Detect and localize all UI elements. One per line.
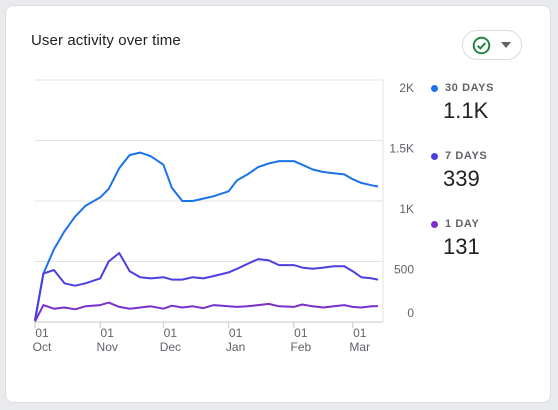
- x-tick-month: Nov: [97, 340, 118, 354]
- metric-value-7-days: 339: [443, 166, 480, 191]
- metric-value-30-days: 1.1K: [443, 98, 489, 123]
- x-tick-month: Oct: [33, 340, 52, 354]
- x-tick-month: Feb: [290, 340, 311, 354]
- metric-7-days: 7 DAYS 339: [431, 150, 487, 192]
- x-tick-day: 01: [353, 326, 367, 340]
- x-tick-month: Mar: [349, 340, 370, 354]
- metric-1-day: 1 DAY 131: [431, 218, 480, 260]
- comparison-filter-button[interactable]: [462, 30, 522, 60]
- y-tick-label: 1K: [399, 202, 414, 216]
- y-tick-label: 0: [407, 306, 414, 320]
- y-tick-label: 2K: [399, 81, 414, 95]
- metric-label-1-day: 1 DAY: [445, 218, 480, 230]
- y-tick-label: 500: [394, 263, 414, 277]
- series-line-30-days: [34, 151, 379, 320]
- metric-label-7-days: 7 DAYS: [445, 150, 488, 162]
- check-circle-icon: [472, 36, 491, 55]
- series-dot-30-days: [431, 84, 438, 92]
- x-tick-month: Dec: [160, 340, 181, 354]
- x-tick-month: Jan: [226, 340, 245, 354]
- metric-30-days: 30 DAYS 1.1K: [431, 82, 494, 124]
- metric-label-30-days: 30 DAYS: [445, 82, 495, 94]
- x-tick-day: 01: [164, 326, 178, 340]
- card-title: User activity over time: [31, 32, 181, 49]
- x-tick-day: 01: [35, 326, 49, 340]
- x-tick-day: 01: [229, 326, 243, 340]
- series-dot-1-day: [431, 220, 438, 228]
- caret-down-icon: [501, 42, 511, 48]
- user-activity-card: User activity over time: [5, 5, 551, 403]
- series-line-7-days: [34, 252, 379, 321]
- x-tick-day: 01: [101, 326, 115, 340]
- x-tick-day: 01: [294, 326, 308, 340]
- series-line-1-day: [34, 301, 379, 322]
- y-tick-label: 1.5K: [389, 142, 414, 156]
- metric-value-1-day: 131: [443, 234, 480, 259]
- series-dot-7-days: [431, 152, 438, 160]
